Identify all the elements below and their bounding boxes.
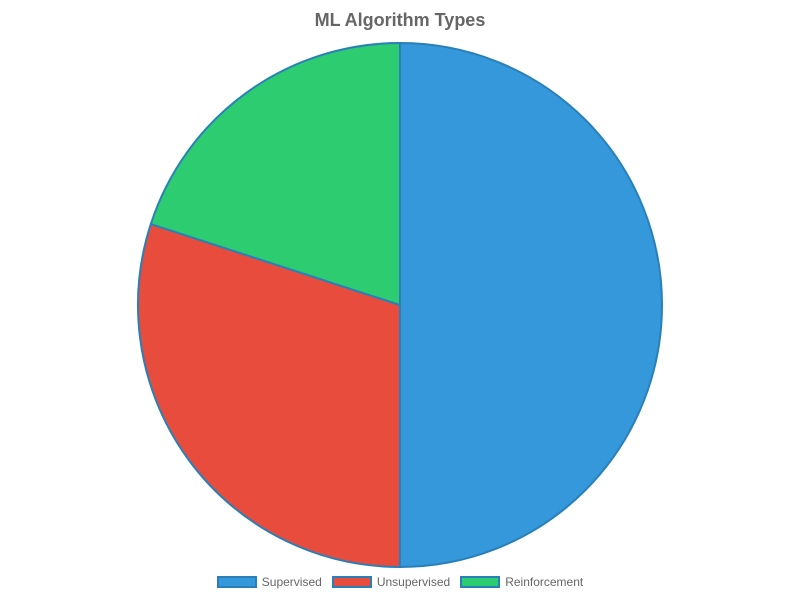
legend-swatch — [460, 576, 501, 588]
chart-title: ML Algorithm Types — [314, 10, 486, 30]
legend-label: Supervised — [261, 575, 322, 589]
legend-item-supervised[interactable]: Supervised — [216, 575, 322, 589]
pie-slice-supervised[interactable] — [399, 42, 663, 568]
legend-item-reinforcement[interactable]: Reinforcement — [460, 575, 583, 589]
legend-label: Reinforcement — [505, 575, 584, 589]
legend-swatch — [331, 576, 372, 588]
legend-item-unsupervised[interactable]: Unsupervised — [331, 575, 451, 589]
pie-slice-unsupervised[interactable] — [137, 223, 401, 568]
legend-swatch — [216, 576, 257, 588]
pie-slice-reinforcement[interactable] — [149, 42, 401, 306]
legend: Supervised Unsupervised Reinforcement — [0, 575, 800, 589]
legend-label: Unsupervised — [376, 575, 451, 589]
